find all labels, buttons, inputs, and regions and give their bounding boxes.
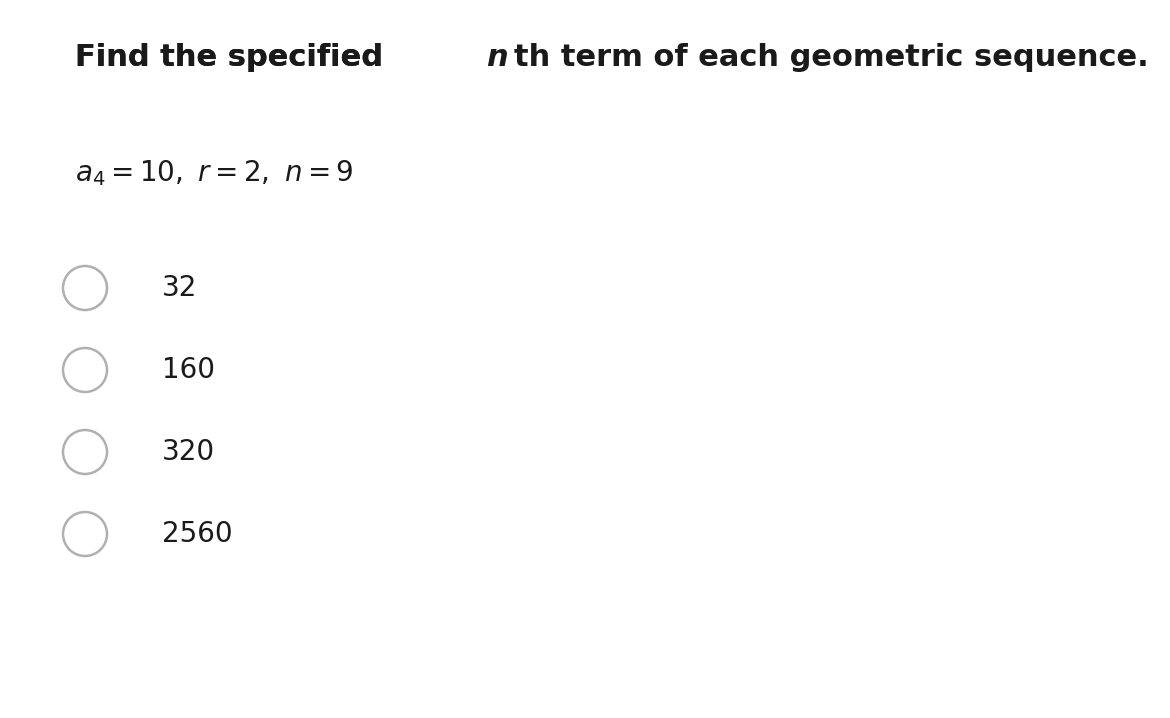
Text: Find the specified: Find the specified [75,43,393,72]
Text: 160: 160 [161,356,215,384]
Circle shape [63,512,106,556]
Text: 320: 320 [161,438,215,466]
Circle shape [63,266,106,310]
Text: 32: 32 [161,274,198,302]
Circle shape [63,430,106,474]
Text: th term of each geometric sequence.: th term of each geometric sequence. [514,43,1149,72]
Text: Find the specified: Find the specified [75,43,393,72]
Text: n: n [486,43,508,72]
Text: 2560: 2560 [161,520,233,548]
Text: $a_4 = 10,\ r = 2,\ n = 9$: $a_4 = 10,\ r = 2,\ n = 9$ [75,158,353,188]
Circle shape [63,348,106,392]
